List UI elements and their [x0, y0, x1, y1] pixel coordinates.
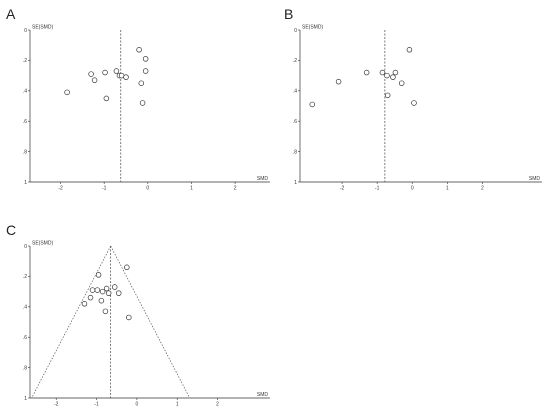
y-tick-label: 1	[24, 180, 27, 186]
study-point	[390, 74, 396, 80]
study-point	[64, 89, 70, 96]
study-point	[102, 69, 108, 76]
x-tick-label: -1	[375, 186, 380, 192]
y-axis-title: SE(SMD)	[302, 25, 323, 31]
study-point	[309, 101, 316, 108]
y-axis-title: SE(SMD)	[32, 25, 53, 31]
study-point	[81, 301, 88, 307]
x-tick-label: 0	[411, 186, 414, 192]
x-axis-title: SMD	[257, 176, 269, 182]
x-tick-label: 2	[216, 402, 219, 408]
study-point	[139, 100, 146, 106]
panel-label: A	[6, 6, 16, 22]
study-point	[103, 95, 110, 102]
study-point	[111, 284, 118, 290]
y-tick-label: .8	[293, 149, 297, 155]
x-tick-label: -1	[102, 186, 107, 192]
y-tick-label: 0	[24, 28, 27, 34]
study-point	[411, 100, 417, 106]
x-tick-label: 2	[481, 186, 484, 192]
x-tick-label: -2	[340, 186, 345, 192]
panel-label: C	[6, 222, 16, 238]
y-tick-label: 0	[24, 244, 27, 250]
funnel-plot-panel-b: B0.2.4.6.81-2 -1 0 1 2SE(SMD)SMD	[284, 6, 542, 192]
x-tick-label: 1	[446, 186, 449, 192]
study-point	[105, 290, 112, 296]
x-tick-label: 1	[190, 186, 193, 192]
study-point	[102, 308, 109, 315]
x-tick-label: 0	[136, 402, 139, 408]
study-point	[113, 68, 120, 74]
y-tick-label: 1	[24, 396, 27, 402]
panel-label: B	[284, 6, 293, 22]
y-tick-label: 1	[294, 180, 297, 186]
study-point	[138, 80, 145, 86]
study-point	[398, 80, 405, 86]
y-tick-label: 0	[294, 28, 297, 34]
study-point	[95, 272, 102, 278]
x-tick-label: 0	[146, 186, 149, 192]
study-point	[142, 56, 149, 62]
y-tick-label: .4	[293, 89, 297, 95]
y-tick-label: .2	[23, 58, 27, 64]
y-tick-label: .6	[293, 119, 297, 125]
study-point	[126, 314, 132, 321]
study-point	[88, 71, 94, 77]
study-point	[384, 72, 390, 79]
x-axis-title: SMD	[529, 176, 541, 182]
study-point	[103, 285, 110, 292]
funnel-plot-panel-c: C 0 .2 .4 .6 .8 1 -2 -1 0 1 2 SE(SMD) SMD	[6, 222, 270, 408]
x-tick-label: -2	[54, 402, 59, 408]
study-point	[392, 69, 399, 76]
funnel-plot-panel-a: A 0 .2 .4 .6 .8 1 -2 -1 0 1 2 SE(SMD) SMD	[6, 6, 270, 192]
y-tick-label: .8	[23, 149, 27, 155]
y-tick-label: .2	[293, 58, 297, 64]
study-point	[142, 68, 149, 74]
y-tick-label: .6	[23, 335, 27, 341]
y-tick-label: .2	[23, 274, 27, 280]
y-tick-label: .6	[23, 119, 27, 125]
x-tick-label: -2	[58, 186, 63, 192]
y-tick-label: .8	[23, 365, 27, 371]
study-point	[87, 294, 94, 301]
x-tick-label: 1	[176, 402, 179, 408]
study-point	[136, 47, 142, 53]
x-tick-label: 2	[234, 186, 237, 192]
study-point	[124, 264, 130, 271]
y-axis-title: SE(SMD)	[32, 241, 53, 247]
study-point	[91, 77, 98, 83]
x-tick-label: -1	[94, 402, 99, 408]
study-point	[98, 297, 105, 304]
funnel-right-limit	[110, 245, 191, 399]
study-point	[94, 287, 101, 293]
study-point	[123, 74, 129, 80]
study-point	[99, 288, 106, 295]
y-tick-label: .4	[23, 89, 27, 95]
study-point	[363, 69, 370, 76]
x-axis-title: SMD	[257, 392, 269, 398]
funnel-left-limit	[31, 245, 111, 399]
y-tick-label: .4	[23, 305, 27, 311]
study-point	[379, 69, 386, 76]
study-point	[335, 78, 342, 85]
study-point	[115, 290, 122, 296]
study-point	[384, 92, 391, 99]
study-point	[406, 47, 413, 53]
study-point	[89, 287, 96, 293]
